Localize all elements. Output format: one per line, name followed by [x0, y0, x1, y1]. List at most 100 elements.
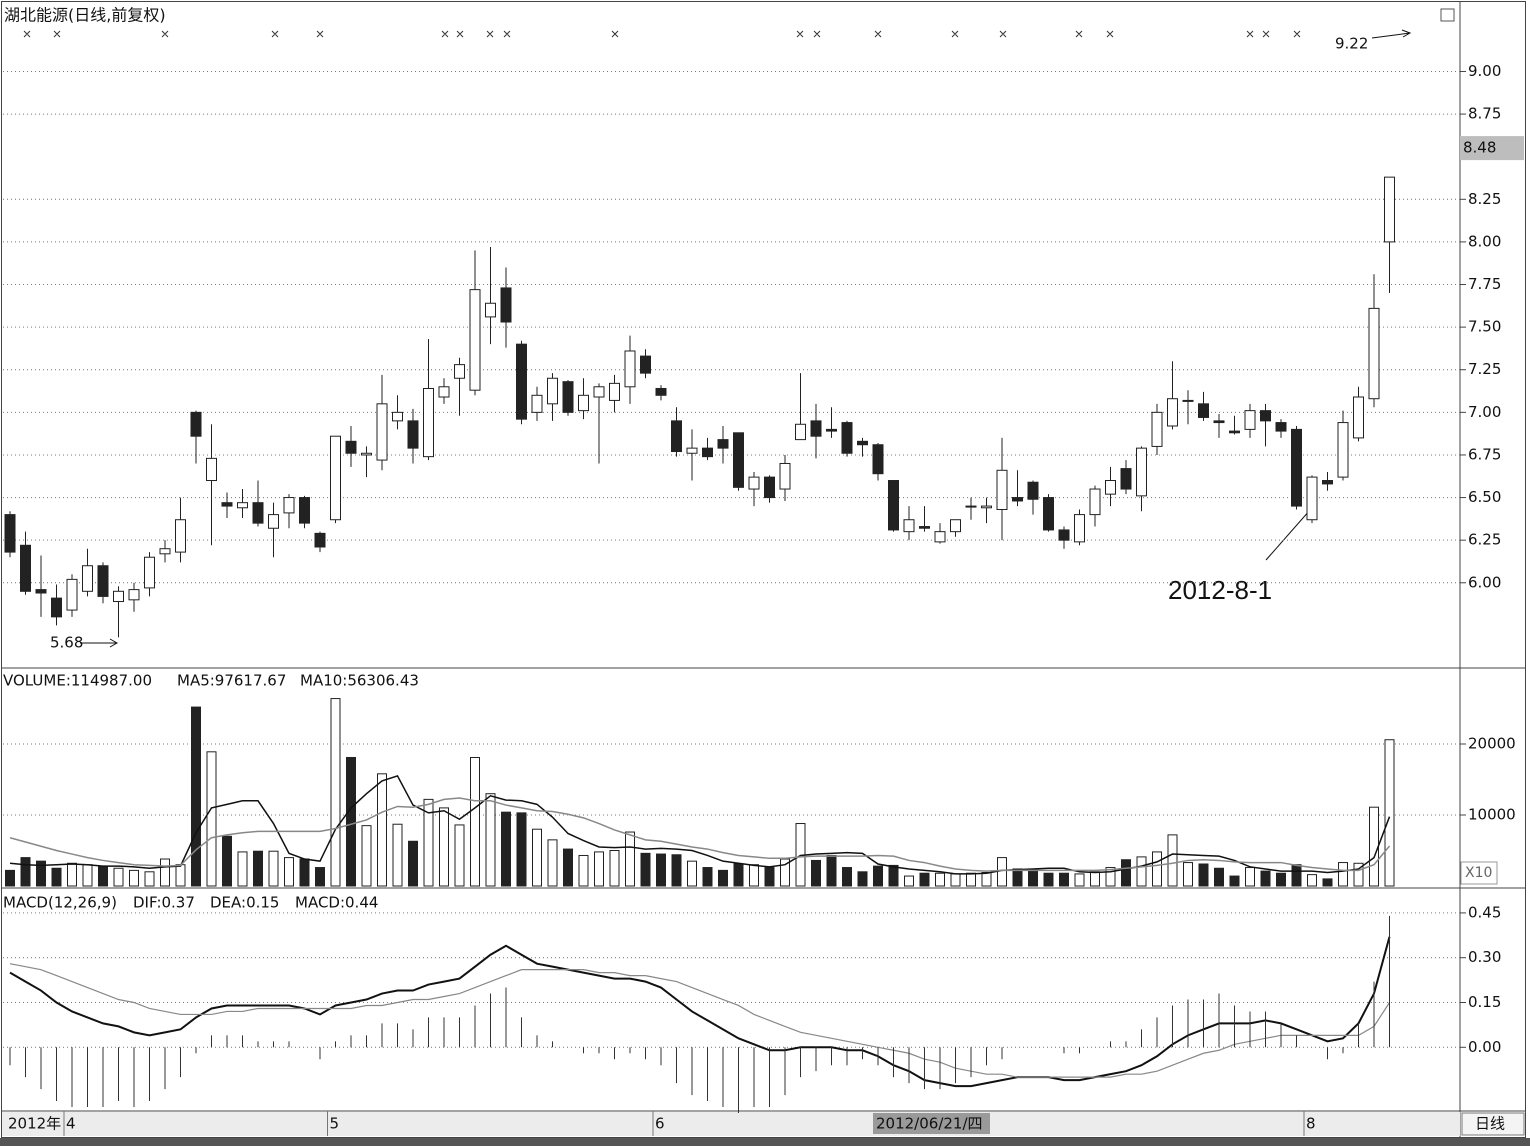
unit-box	[1460, 861, 1498, 885]
volume-bar	[361, 825, 372, 887]
candle-body	[97, 565, 109, 597]
candle-body	[283, 497, 295, 514]
candle-body	[655, 387, 667, 396]
volume-bar	[392, 823, 403, 887]
candle-body	[268, 514, 279, 529]
volume-bar	[873, 865, 883, 887]
bottom-border	[0, 1138, 1530, 1146]
volume-bar	[1353, 862, 1364, 887]
candle-body	[20, 544, 31, 592]
candle-body	[392, 411, 403, 422]
volume-bar	[253, 850, 263, 887]
volume-bar	[702, 867, 713, 887]
candle-body	[748, 476, 760, 490]
last-price-label: 8.48	[1463, 139, 1496, 157]
volume-bar	[857, 871, 868, 887]
candle-body	[221, 502, 233, 507]
ma-line	[9, 797, 1391, 872]
volume-bar	[811, 859, 821, 887]
volume-bar	[950, 873, 961, 887]
candle-body	[779, 462, 791, 490]
date-strip	[2, 1112, 1460, 1136]
volume-bar	[997, 857, 1007, 887]
event-markers[interactable]	[23, 30, 1301, 38]
volume-bar	[966, 872, 976, 887]
volume-bar	[501, 811, 511, 887]
candle-body	[361, 452, 372, 456]
volume-bar	[1012, 868, 1023, 887]
volume-bar	[129, 869, 139, 887]
candle-body	[237, 502, 248, 509]
legend-entry: DIF:0.37	[133, 894, 195, 912]
y-tick-label: 8.25	[1468, 190, 1501, 208]
last-price-box	[1460, 136, 1524, 161]
candle-body	[1043, 497, 1054, 531]
candle-body	[1182, 399, 1194, 402]
volume-bar	[1090, 871, 1100, 887]
volume-bar	[749, 864, 759, 887]
low-label: 5.68	[50, 634, 83, 652]
macd-line	[9, 936, 1391, 1088]
candle-body	[919, 526, 930, 529]
y-tick-label: 6.75	[1468, 445, 1501, 463]
period-button[interactable]	[1461, 1112, 1525, 1136]
candle-body	[4, 514, 16, 553]
volume-bar	[981, 872, 992, 887]
volume-bar	[1152, 851, 1162, 887]
candle-body	[423, 387, 434, 458]
candle-body	[903, 519, 915, 533]
volume-bar	[1291, 864, 1302, 887]
candle-body	[1353, 396, 1364, 439]
volume-bar	[1245, 867, 1255, 887]
restore-icon[interactable]	[1440, 8, 1455, 22]
volume-bar	[1043, 872, 1054, 887]
candle-body	[1167, 398, 1178, 427]
volume-bar	[1384, 739, 1395, 887]
chart-title: 湖北能源(日线,前复权)	[4, 6, 166, 25]
candle-body	[144, 556, 155, 589]
candle-body	[1229, 430, 1240, 434]
volume-bar	[330, 698, 341, 887]
candle-body	[1213, 420, 1225, 424]
y-tick-label: 7.75	[1468, 275, 1501, 293]
volume-bar	[1105, 867, 1116, 887]
y-tick-label: 0.45	[1468, 903, 1501, 921]
volume-bar	[547, 839, 558, 887]
candle-body	[1058, 529, 1070, 541]
candle-body	[795, 423, 806, 441]
candle-body	[888, 480, 899, 531]
volume-bar	[1136, 856, 1147, 887]
legend-entry: MA5:97617.67	[177, 672, 286, 690]
macd-title: MACD(12,26,9)	[3, 894, 117, 912]
candle-body	[113, 590, 124, 603]
candle-body	[1120, 468, 1132, 490]
candle-body	[345, 440, 357, 454]
low-arrow	[80, 638, 119, 648]
y-tick-label: 6.25	[1468, 531, 1501, 549]
x-tick-label: 8	[1306, 1115, 1316, 1133]
candle-body	[1105, 480, 1116, 495]
y-tick-label: 7.25	[1468, 360, 1501, 378]
x-tick-label: 4	[66, 1115, 76, 1133]
volume-bar	[144, 871, 155, 887]
annotation-pointer	[1265, 509, 1311, 561]
volume-bar	[1059, 872, 1069, 887]
volume-bar	[51, 867, 62, 887]
candle-body	[438, 386, 450, 398]
volume-bar	[687, 860, 697, 887]
candle-body	[531, 394, 543, 413]
volume-bar	[113, 867, 124, 887]
legend-entry: VOLUME:114987.00	[3, 672, 152, 690]
y-tick-label: 10000	[1468, 806, 1516, 824]
candle-body	[1136, 447, 1147, 497]
volume-bar	[516, 812, 527, 887]
candle-body	[1260, 410, 1271, 422]
candle-body	[872, 444, 884, 475]
candle-body	[733, 432, 744, 488]
ma-line	[9, 775, 1391, 875]
volume-bar	[222, 835, 232, 887]
volume-bar	[640, 852, 651, 887]
volume-bar	[5, 869, 15, 887]
period-label[interactable]: 日线	[1475, 1115, 1505, 1133]
